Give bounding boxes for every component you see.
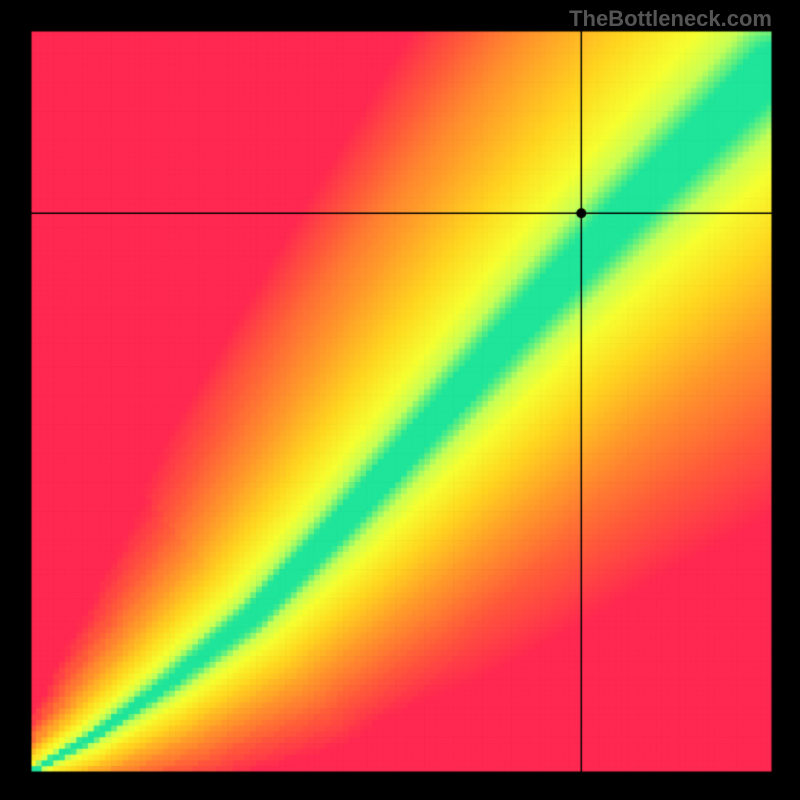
chart-container: TheBottleneck.com: [0, 0, 800, 800]
watermark-text: TheBottleneck.com: [569, 6, 772, 32]
bottleneck-heatmap: [0, 0, 800, 800]
